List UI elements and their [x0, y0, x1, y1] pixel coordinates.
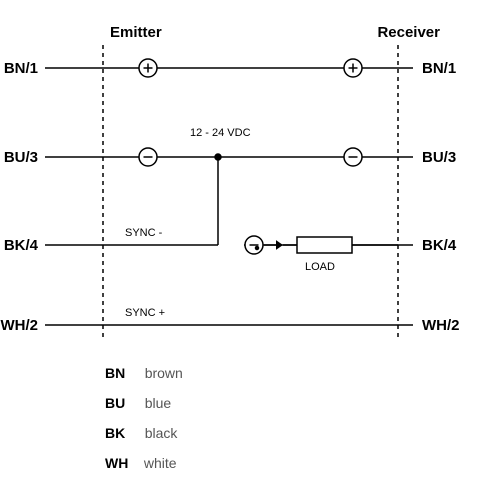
legend-code-bk: BK: [105, 425, 125, 441]
pin-left-bk4: BK/4: [4, 237, 38, 254]
pin-left-bu3: BU/3: [4, 149, 38, 166]
pin-left-wh2: WH/2: [1, 317, 39, 334]
legend-row-bn: BN brown: [105, 365, 183, 381]
pin-right-bk4: BK/4: [422, 237, 456, 254]
legend-color-bn: brown: [145, 365, 183, 381]
legend-color-bk: black: [145, 425, 178, 441]
legend-color-bu: blue: [145, 395, 171, 411]
legend-row-bk: BK black: [105, 425, 177, 441]
sync-plus-label: SYNC +: [125, 307, 165, 319]
legend-row-wh: WH white: [105, 455, 177, 471]
voltage-label: 12 - 24 VDC: [190, 127, 251, 139]
receiver-header: Receiver: [377, 24, 440, 41]
legend-code-wh: WH: [105, 455, 128, 471]
legend-row-bu: BU blue: [105, 395, 171, 411]
sync-minus-label: SYNC -: [125, 227, 162, 239]
pin-left-bn1: BN/1: [4, 60, 38, 77]
legend-color-wh: white: [144, 455, 177, 471]
legend-code-bn: BN: [105, 365, 125, 381]
load-label: LOAD: [305, 261, 335, 273]
pin-right-bu3: BU/3: [422, 149, 456, 166]
pin-right-bn1: BN/1: [422, 60, 456, 77]
pin-right-wh2: WH/2: [422, 317, 460, 334]
emitter-header: Emitter: [110, 24, 162, 41]
legend-code-bu: BU: [105, 395, 125, 411]
